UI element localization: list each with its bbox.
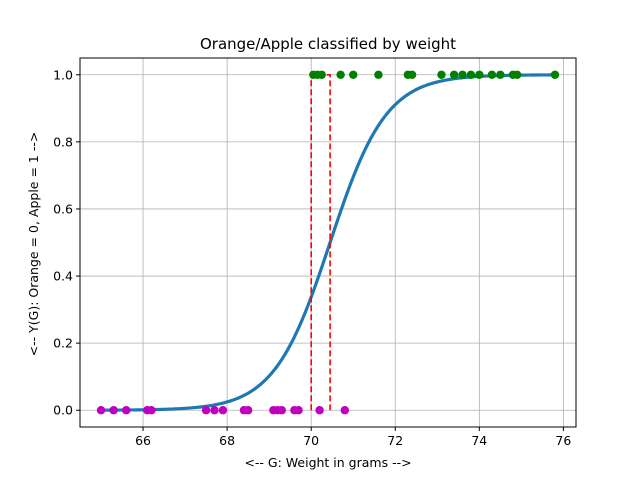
y-tick-label: 0.2 [53, 336, 73, 351]
plot-area [80, 58, 576, 427]
y-tick-label: 1.0 [53, 67, 73, 82]
apple-data-point [487, 70, 497, 79]
x-tick-label: 76 [555, 433, 571, 448]
apple-data-point [317, 70, 326, 79]
chart-title: Orange/Apple classified by weight [200, 35, 456, 53]
apple-data-point [496, 70, 505, 79]
apple-data-point [458, 70, 467, 79]
orange-data-point [201, 406, 211, 415]
apple-data-point [449, 70, 459, 79]
orange-data-point [243, 406, 253, 415]
orange-data-point [147, 406, 156, 415]
axes-border [79, 57, 577, 428]
apple-data-point [466, 70, 476, 79]
orange-data-point [315, 406, 324, 415]
y-tick-label: 0.8 [53, 134, 73, 149]
apple-data-point [407, 70, 417, 79]
axes-frame [79, 57, 577, 428]
x-tick-label: 68 [219, 433, 235, 448]
y-axis-ticks: 0.0 0.2 0.4 0.6 0.8 1.0 [53, 67, 80, 418]
apple-data-point [336, 70, 345, 79]
x-axis-label: <-- G: Weight in grams --> [244, 455, 411, 470]
orange-data-point [122, 406, 131, 415]
orange-data-point [294, 406, 303, 415]
orange-data-point [210, 406, 219, 415]
x-tick-label: 70 [303, 433, 319, 448]
orange-data-point [218, 406, 228, 415]
orange-data-point [96, 406, 106, 415]
y-tick-label: 0.0 [53, 403, 73, 418]
x-tick-label: 66 [135, 433, 151, 448]
x-tick-label: 74 [471, 433, 487, 448]
y-tick-label: 0.4 [53, 269, 73, 284]
apple-data-point [437, 70, 446, 79]
x-tick-label: 72 [387, 433, 403, 448]
apple-data-point [475, 70, 484, 79]
apple-data-point [349, 70, 358, 79]
y-tick-label: 0.6 [53, 201, 73, 216]
orange-data-point [109, 406, 118, 415]
x-axis-ticks: 66 68 70 72 74 76 [135, 427, 571, 448]
orange-data-point [277, 406, 286, 415]
apple-data-point [374, 70, 383, 79]
orange-data-point [340, 406, 350, 415]
y-axis-label: <-- Y(G): Orange = 0, Apple = 1 --> [26, 132, 41, 357]
apple-data-point [512, 70, 522, 79]
apple-data-point [550, 70, 560, 79]
